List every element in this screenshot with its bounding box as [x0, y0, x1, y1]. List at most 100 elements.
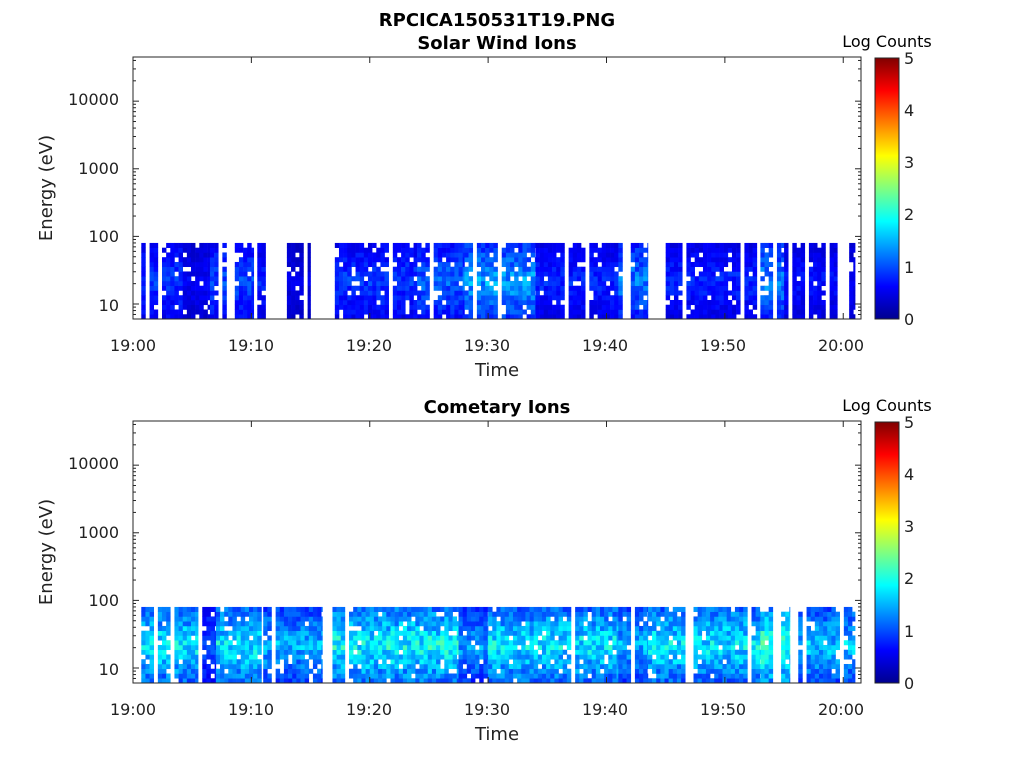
spectrogram-cell [810, 663, 816, 670]
spectrogram-cell [576, 276, 582, 282]
spectrogram-cell [394, 625, 400, 632]
spectrogram-cell [702, 280, 708, 287]
spectrogram-cell [579, 644, 584, 651]
figure-title: RPCICA150531T19.PNG [379, 10, 615, 31]
spectrogram-cell [505, 257, 511, 263]
spectrogram-cell [785, 644, 790, 651]
spectrogram-cell [483, 611, 488, 617]
spectrogram-cell [639, 242, 644, 248]
spectrogram-cell [462, 247, 465, 253]
spectrogram-cell [752, 299, 758, 306]
spectrogram-cell [433, 299, 439, 306]
spectrogram-cell [541, 673, 547, 679]
spectrogram-cell [401, 309, 406, 315]
spectrogram-cell [798, 663, 803, 670]
spectrogram-cell [647, 616, 649, 622]
spectrogram-cell [847, 644, 853, 651]
spectrogram-cell [525, 649, 530, 655]
spectrogram-cell [616, 663, 619, 670]
spectrogram-cell [363, 299, 369, 306]
spectrogram-cell [833, 257, 838, 263]
spectrogram-cell [191, 285, 196, 291]
spectrogram-cell [458, 621, 463, 627]
spectrogram-cell [530, 261, 536, 268]
spectrogram-cell [647, 261, 649, 268]
spectrogram-cell [618, 635, 623, 641]
spectrogram-cell [392, 271, 398, 277]
spectrogram-cell [195, 678, 199, 683]
spectrogram-cell [833, 247, 838, 253]
spectrogram-cell [257, 252, 262, 258]
spectrogram-cell [145, 663, 150, 670]
spectrogram-cell [343, 252, 348, 258]
spectrogram-cell [401, 304, 406, 310]
spectrogram-cell [304, 635, 310, 641]
spectrogram-cell [760, 247, 765, 253]
spectrogram-cell [843, 668, 849, 674]
spectrogram-cell [715, 257, 720, 263]
spectrogram-cell [384, 242, 389, 248]
spectrogram-cell [755, 625, 761, 632]
spectrogram-cell [446, 261, 451, 268]
spectrogram-cell [291, 276, 296, 282]
spectrogram-cell [417, 266, 422, 272]
spectrogram-cell [539, 271, 545, 277]
spectrogram-cell [853, 266, 856, 272]
spectrogram-cell [476, 290, 482, 296]
spectrogram-cell [343, 290, 348, 296]
spectrogram-cell [222, 299, 227, 306]
spectrogram-cell [479, 625, 484, 632]
spectrogram-cell [529, 678, 534, 683]
spectrogram-cell [618, 616, 623, 622]
spectrogram-cell [475, 616, 480, 622]
spectrogram-cell [228, 630, 233, 636]
spectrogram-cell [288, 678, 293, 683]
spectrogram-cell [275, 616, 281, 622]
spectrogram-cell [162, 276, 167, 282]
spectrogram-cell [810, 611, 816, 617]
spectrogram-cell [764, 616, 769, 622]
spectrogram-cell [496, 649, 501, 655]
spectrogram-cell [847, 630, 853, 636]
spectrogram-cell [752, 314, 758, 319]
spectrogram-cell [448, 625, 453, 632]
spectrogram-cell [806, 659, 811, 665]
spectrogram-cell [347, 285, 352, 291]
spectrogram-cell [730, 625, 736, 632]
spectrogram-cell [711, 295, 716, 301]
spectrogram-cell [829, 299, 835, 306]
spectrogram-cell [162, 640, 167, 646]
spectrogram-cell [240, 630, 246, 636]
spectrogram-cell [579, 611, 584, 617]
spectrogram-cell [614, 276, 619, 282]
spectrogram-cell [755, 673, 761, 679]
spectrogram-cell [380, 304, 385, 310]
spectrogram-cell [647, 630, 653, 636]
spectrogram-cell [537, 640, 543, 646]
spectrogram-cell [444, 644, 449, 651]
spectrogram-cell [618, 668, 623, 674]
spectrogram-cell [760, 299, 765, 306]
spectrogram-cell [504, 616, 510, 622]
spectrogram-cell [517, 654, 522, 660]
spectrogram-cell [501, 314, 507, 319]
spectrogram-cell [669, 257, 675, 263]
spectrogram-cell [174, 314, 179, 319]
spectrogram-cell [378, 678, 383, 683]
x-tick-label: 19:50 [700, 700, 746, 719]
spectrogram-cell [514, 242, 519, 248]
spectrogram-cell [489, 261, 494, 268]
spectrogram-cell [618, 630, 623, 636]
spectrogram-cell [462, 606, 468, 612]
spectrogram-cell [821, 290, 826, 296]
spectrogram-cell [808, 290, 814, 296]
spectrogram-cell [595, 673, 601, 679]
spectrogram-cell [186, 611, 192, 617]
spectrogram-cell [296, 640, 301, 646]
spectrogram-cell [166, 644, 171, 651]
spectrogram-cell [764, 266, 769, 272]
spectrogram-cell [676, 606, 682, 612]
spectrogram-cell [228, 644, 233, 651]
spectrogram-cell [349, 621, 354, 627]
spectrogram-cell [458, 314, 463, 319]
